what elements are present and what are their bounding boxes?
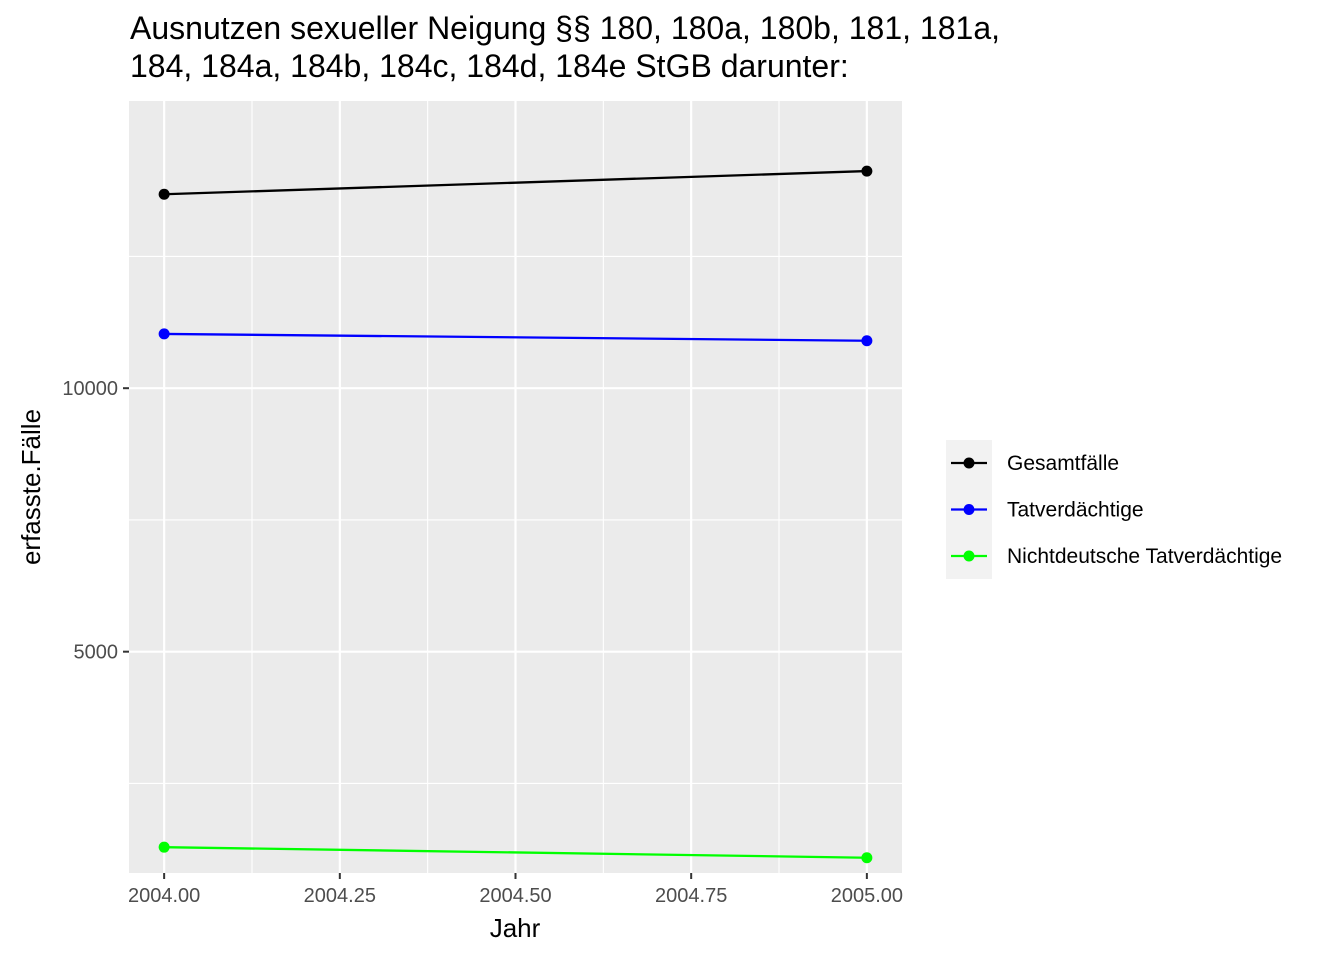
series-layer xyxy=(158,165,873,864)
y-tick-label: 10000 xyxy=(62,378,118,400)
series-line xyxy=(164,846,867,859)
data-point xyxy=(158,188,170,200)
x-axis-title: Jahr xyxy=(490,913,541,943)
legend: Gesamtfälle Tatverdächtige Nichtdeutsche T… xyxy=(946,440,1282,579)
x-axis: 2004.00 2004.25 2004.50 2004.75 2005.00 xyxy=(128,873,903,907)
data-point xyxy=(158,328,170,340)
legend-label: Tatverdächtige xyxy=(1007,499,1144,522)
major-gridlines xyxy=(129,101,902,873)
series-line xyxy=(164,169,867,196)
x-tick-label: 2004.00 xyxy=(128,885,200,907)
data-point xyxy=(861,335,873,347)
x-tick-label: 2005.00 xyxy=(831,885,903,907)
x-tick-label: 2004.25 xyxy=(304,885,376,907)
y-axis-title: erfasste.Fälle xyxy=(16,409,46,565)
legend-label: Gesamtfälle xyxy=(1007,452,1119,475)
legend-label: Nichtdeutsche Tatverdächtige xyxy=(1007,545,1282,568)
legend-key-point xyxy=(963,550,975,562)
data-point xyxy=(861,165,873,177)
series-line xyxy=(164,332,867,342)
chart-title-line-2: 184, 184a, 184b, 184c, 184d, 184e StGB d… xyxy=(130,48,849,84)
y-tick-label: 5000 xyxy=(74,642,119,664)
data-point xyxy=(861,852,873,864)
x-tick-label: 2004.75 xyxy=(655,885,727,907)
legend-key-point xyxy=(963,457,975,469)
legend-key-point xyxy=(963,504,975,515)
chart-title-line-1: Ausnutzen sexueller Neigung §§ 180, 180a… xyxy=(130,10,1000,46)
data-point xyxy=(158,841,170,853)
y-axis: 5000 10000 xyxy=(62,378,129,664)
x-tick-label: 2004.50 xyxy=(479,885,551,907)
